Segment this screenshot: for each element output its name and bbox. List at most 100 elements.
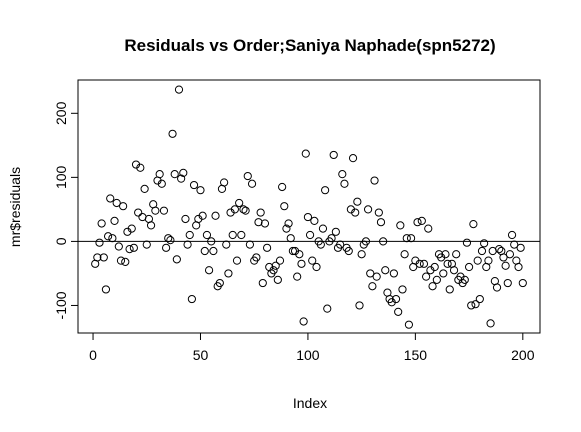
point bbox=[381, 266, 390, 275]
point bbox=[146, 221, 156, 230]
point bbox=[114, 242, 123, 251]
point bbox=[286, 234, 295, 243]
y-tick-label: 100 bbox=[53, 165, 69, 189]
point bbox=[119, 202, 128, 211]
point bbox=[254, 218, 263, 227]
point bbox=[415, 259, 424, 268]
point bbox=[275, 256, 285, 265]
point bbox=[151, 206, 160, 215]
point bbox=[404, 320, 414, 329]
point bbox=[327, 234, 336, 243]
point bbox=[134, 208, 143, 217]
point bbox=[241, 206, 250, 215]
point bbox=[428, 282, 437, 291]
point bbox=[179, 168, 188, 177]
point bbox=[207, 237, 216, 246]
point bbox=[471, 300, 480, 309]
point bbox=[303, 212, 313, 222]
point bbox=[162, 243, 171, 252]
point bbox=[220, 178, 229, 187]
point bbox=[196, 186, 205, 195]
point bbox=[355, 301, 364, 310]
point bbox=[183, 240, 192, 249]
point bbox=[516, 243, 525, 252]
point bbox=[166, 236, 175, 245]
point bbox=[142, 240, 151, 249]
point bbox=[209, 246, 218, 256]
point bbox=[136, 163, 145, 172]
point bbox=[452, 250, 461, 259]
point bbox=[419, 259, 429, 268]
point bbox=[112, 198, 121, 208]
point bbox=[344, 246, 353, 256]
point bbox=[348, 154, 358, 163]
point bbox=[340, 179, 349, 188]
point bbox=[239, 205, 248, 214]
point bbox=[370, 176, 379, 185]
point bbox=[357, 250, 366, 259]
point bbox=[480, 239, 489, 248]
point bbox=[215, 278, 224, 288]
point bbox=[159, 206, 169, 215]
point bbox=[351, 208, 360, 217]
point bbox=[368, 282, 377, 291]
point bbox=[293, 272, 302, 281]
point bbox=[361, 237, 371, 246]
point bbox=[518, 278, 527, 288]
point bbox=[462, 238, 472, 247]
point bbox=[170, 170, 179, 179]
point bbox=[103, 232, 113, 241]
point bbox=[321, 186, 330, 195]
point bbox=[273, 275, 282, 284]
point bbox=[316, 240, 325, 249]
point bbox=[174, 85, 184, 94]
point bbox=[449, 266, 459, 275]
point bbox=[363, 205, 373, 214]
x-tick-label: 50 bbox=[193, 347, 209, 363]
point bbox=[222, 240, 231, 249]
point bbox=[198, 211, 207, 220]
y-tick-label: 200 bbox=[53, 101, 69, 125]
point bbox=[495, 244, 504, 254]
point bbox=[280, 202, 289, 211]
point bbox=[475, 294, 484, 304]
point bbox=[424, 224, 433, 233]
point bbox=[353, 197, 362, 206]
point bbox=[247, 179, 257, 188]
point bbox=[284, 219, 293, 228]
x-tick-label: 0 bbox=[89, 347, 97, 363]
point bbox=[256, 208, 265, 217]
point bbox=[460, 275, 469, 284]
point bbox=[204, 266, 214, 275]
point bbox=[93, 253, 102, 262]
point bbox=[376, 218, 386, 227]
point bbox=[108, 234, 117, 243]
point bbox=[391, 294, 401, 304]
point bbox=[396, 221, 405, 230]
point bbox=[278, 182, 287, 192]
point bbox=[155, 170, 164, 179]
point bbox=[211, 211, 220, 220]
point bbox=[224, 269, 233, 278]
point bbox=[389, 269, 398, 278]
point bbox=[116, 256, 126, 265]
point bbox=[318, 224, 328, 233]
point bbox=[237, 230, 246, 240]
point bbox=[505, 250, 515, 259]
y-axis-label: mr$residuals bbox=[7, 167, 23, 247]
point bbox=[413, 218, 422, 227]
point bbox=[97, 219, 106, 228]
point bbox=[110, 216, 119, 226]
point bbox=[484, 256, 493, 265]
point bbox=[467, 301, 476, 310]
point bbox=[501, 261, 510, 270]
point bbox=[469, 220, 478, 229]
point bbox=[181, 214, 190, 224]
point bbox=[503, 278, 512, 288]
x-tick-label: 200 bbox=[511, 347, 535, 363]
point bbox=[127, 224, 136, 233]
point bbox=[189, 180, 199, 190]
point bbox=[106, 194, 115, 203]
point bbox=[422, 272, 431, 281]
point bbox=[245, 240, 255, 249]
